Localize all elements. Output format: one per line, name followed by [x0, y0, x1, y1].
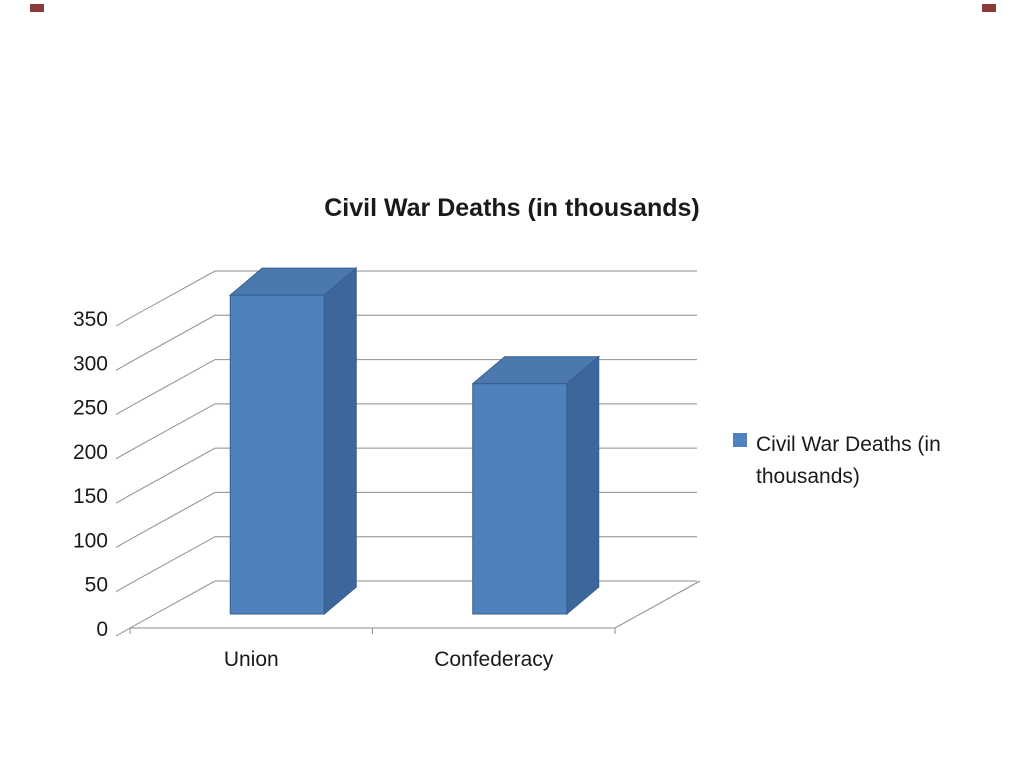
bar-side-face [323, 267, 357, 616]
gridline [115, 314, 697, 371]
bar-side-face [566, 355, 600, 616]
y-tick-label: 50 [85, 574, 108, 597]
y-tick-label: 350 [73, 308, 108, 331]
y-tick-label: 200 [73, 441, 108, 464]
gridline [115, 270, 697, 327]
category-label: Confederacy [434, 648, 554, 671]
y-tick-label: 300 [73, 352, 108, 375]
top-right-decoration [982, 4, 996, 12]
bar-front-face [472, 383, 568, 615]
gridline [115, 359, 697, 416]
gridline [115, 580, 697, 637]
gridline [115, 403, 697, 460]
legend-label: Civil War Deaths (in thousands) [756, 433, 941, 488]
chart-legend: Civil War Deaths (in thousands) [733, 429, 973, 492]
y-tick-label: 150 [73, 485, 108, 508]
chart-title: Civil War Deaths (in thousands) [324, 194, 700, 222]
bar-front-face [229, 294, 325, 615]
x-axis [130, 580, 701, 629]
gridline [115, 536, 697, 593]
gridline [115, 447, 697, 504]
y-tick-label: 0 [96, 618, 108, 641]
category-label: Union [224, 648, 279, 671]
y-tick-label: 250 [73, 397, 108, 420]
gridline [115, 491, 697, 548]
top-left-decoration [30, 4, 44, 12]
y-tick-label: 100 [73, 529, 108, 552]
legend-swatch [733, 433, 747, 447]
